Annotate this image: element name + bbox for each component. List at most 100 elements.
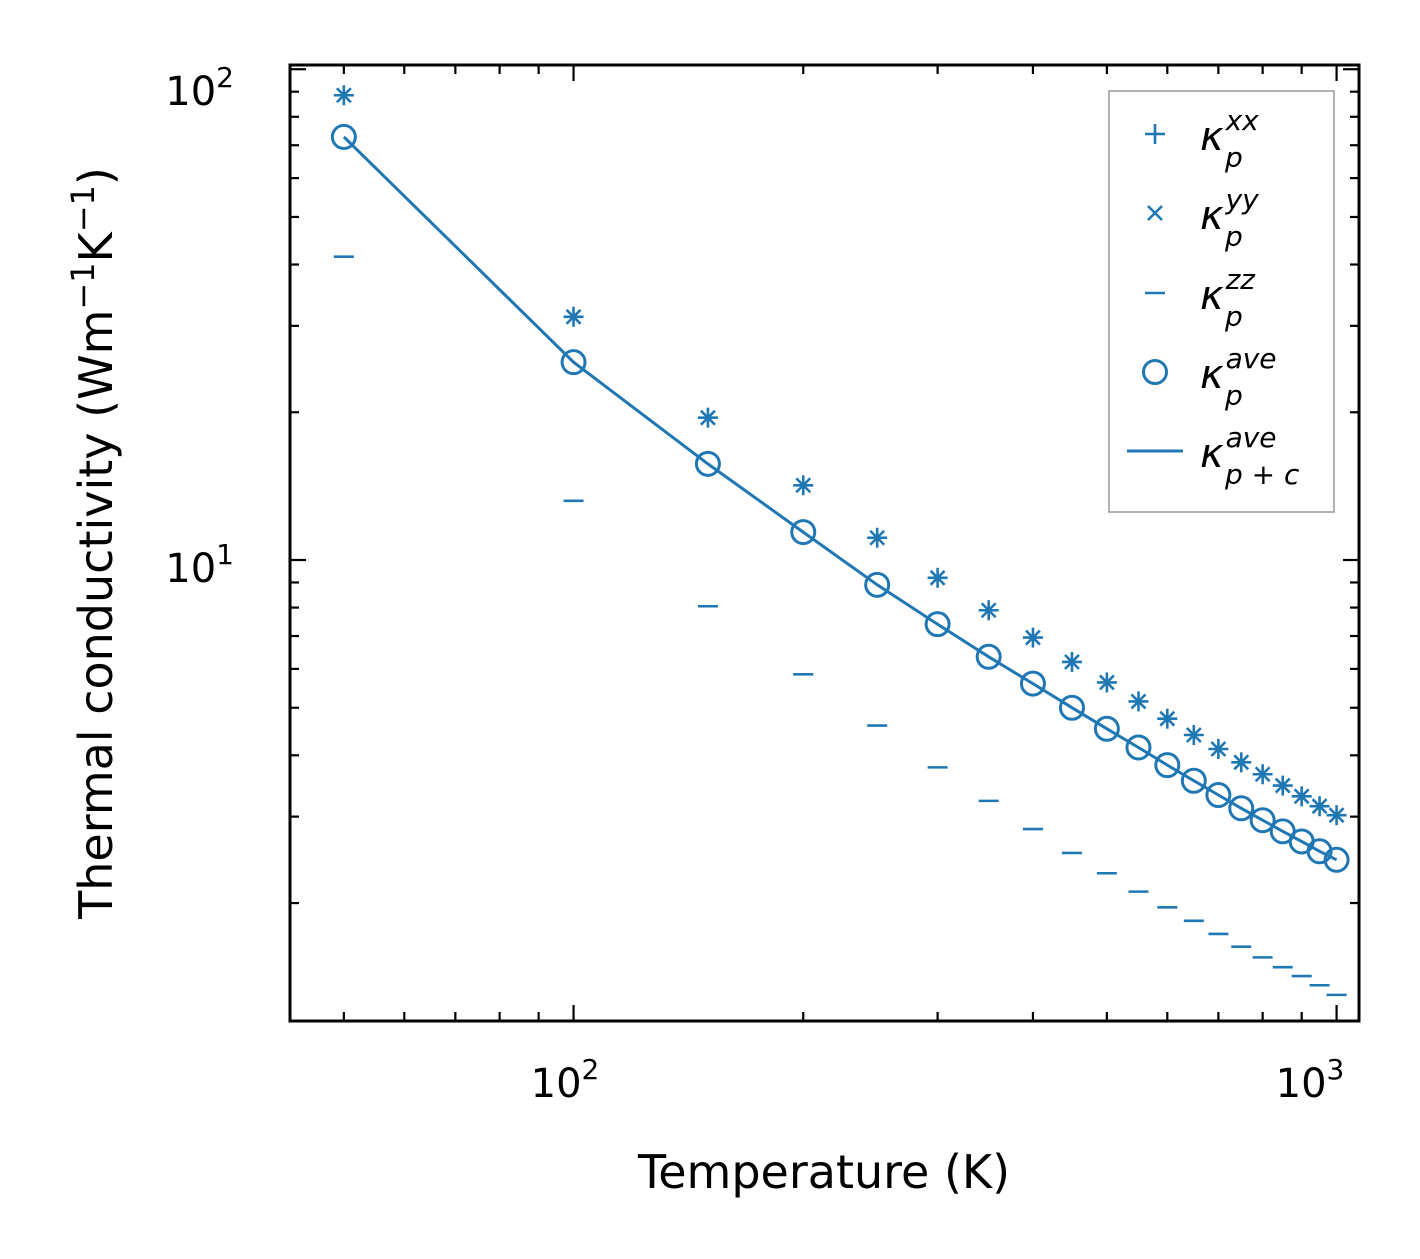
series-kappa_p_yy [335, 87, 1345, 824]
legend-sub-pc-ave: p + c [1224, 458, 1300, 491]
kappa_p_ave-point-600 [1154, 752, 1181, 779]
x-tick-1000-exp: 3 [1327, 1053, 1345, 1086]
y-title-exp2: −1 [64, 185, 102, 232]
kappa_p_yy-point-400-b [1025, 629, 1041, 646]
legend-xx-base: κ [1200, 114, 1224, 160]
y-title-end: ) [69, 167, 123, 185]
kappa_p_yy-point-500-b [1098, 674, 1115, 691]
kappa_p_yy-point-400 [1025, 629, 1041, 646]
y-tick-label-10: 101 [165, 538, 234, 592]
series-kappa_p_zz [333, 255, 1347, 997]
kappa_p_yy-point-450-b [1064, 653, 1080, 670]
kappa_p_yy-point-900-b [1293, 788, 1310, 805]
legend-marker-plus [1145, 124, 1165, 144]
legend-marker-x [1147, 205, 1163, 221]
kappa_p_yy-point-650 [1185, 727, 1202, 743]
kappa_p_yy-point-350-b [980, 602, 997, 619]
kappa_p_yy-point-100-b [565, 308, 582, 325]
kappa_p_yy-point-300-b [929, 569, 946, 586]
legend-zz-sup: zz [1225, 263, 1257, 296]
x-tick-label-100: 102 [531, 1053, 600, 1107]
plot-frame [288, 63, 1361, 1023]
legend: κxx p κyy p κzz p κave p κave p + c [1108, 90, 1335, 513]
legend-label-xx: κxx [1200, 104, 1259, 160]
legend-pc-ave-base: κ [1200, 431, 1224, 477]
kappa_p_yy-point-350 [980, 602, 997, 619]
y-axis-title: Thermal conductivity (Wm−1K−1) [64, 167, 123, 920]
kappa_p_ave-point-300 [924, 611, 951, 638]
kappa_p_yy-point-50 [335, 87, 352, 104]
legend-ave-base: κ [1200, 352, 1224, 398]
kappa_p_ave-point-150 [694, 450, 721, 477]
kappa_p_ave-point-350 [975, 643, 1002, 670]
data-layer [330, 85, 1350, 997]
kappa_p_yy-point-850-b [1274, 777, 1291, 794]
kappa_p_yy-point-600 [1159, 710, 1176, 727]
kappa_p_yy-point-1000 [1328, 807, 1345, 824]
kappa_p_yy-point-500 [1098, 674, 1115, 691]
kappa_p_ave-point-50 [330, 123, 357, 150]
kappa_p_yy-point-800-b [1254, 766, 1271, 783]
legend-sub-xx: p [1224, 141, 1243, 174]
y-tick-100-exp: 2 [216, 61, 234, 94]
kappa_p_ave-point-450 [1058, 694, 1085, 721]
kappa_p_ave-point-800 [1249, 807, 1276, 834]
kappa_p_yy-point-950-b [1311, 798, 1328, 815]
legend-yy-base: κ [1200, 193, 1224, 239]
kappa_p_yy-point-250 [869, 529, 886, 546]
kappa_p_yy-point-150-b [699, 409, 716, 426]
legend-label-zz: κzz [1200, 263, 1256, 319]
y-tick-10-exp: 1 [216, 538, 234, 571]
kappa_p_yy-point-450 [1064, 653, 1080, 670]
kappa_p_ave-point-550 [1125, 734, 1152, 761]
kappa_p_yy-point-750 [1233, 754, 1250, 771]
legend-label-yy: κyy [1200, 183, 1259, 239]
y-tick-label-100: 102 [165, 61, 234, 115]
kappa_p_yy-point-200-b [795, 477, 812, 494]
legend-marker-circle [1142, 359, 1168, 385]
kappa_p_yy-point-200 [795, 477, 812, 494]
legend-label-pc-ave: κave [1200, 421, 1277, 477]
x-tick-label-1000: 103 [1276, 1053, 1345, 1107]
x-axis-title: Temperature (K) [637, 1145, 1010, 1199]
legend-pc-ave-sup: ave [1226, 421, 1277, 454]
legend-sub-zz: p [1224, 300, 1243, 333]
kappa_p_ave-point-1000 [1323, 846, 1350, 873]
x-tick-100-exp: 2 [582, 1053, 600, 1086]
kappa_p_yy-point-100 [565, 308, 582, 325]
kappa_p_ave-point-750 [1228, 795, 1255, 822]
legend-sub-yy: p [1224, 220, 1243, 253]
kappa_p_yy-point-700-b [1210, 741, 1227, 757]
y-tick-10-base: 10 [165, 546, 216, 592]
series-kappa_p_ave [330, 123, 1350, 873]
kappa_p_yy-point-650-b [1185, 727, 1202, 743]
kappa_p_ave-point-250 [864, 571, 891, 598]
kappa_p_c_ave-line [342, 135, 1338, 862]
y-tick-100-base: 10 [165, 69, 216, 115]
legend-markers [1127, 124, 1183, 453]
kappa_p_yy-point-700 [1210, 741, 1227, 757]
kappa_p_ave-point-200 [790, 519, 817, 546]
legend-ave-sup: ave [1226, 342, 1277, 375]
kappa_p_yy-point-850 [1274, 777, 1291, 794]
x-tick-100-base: 10 [531, 1061, 582, 1107]
kappa_p_ave-point-700 [1205, 782, 1232, 809]
y-title-mid: K [69, 230, 123, 262]
kappa_p_ave-point-400 [1019, 670, 1046, 697]
kappa_p_ave-point-650 [1180, 767, 1207, 794]
kappa_p_yy-point-900 [1293, 788, 1310, 805]
x-tick-1000-base: 10 [1276, 1061, 1327, 1107]
series-kappa_p_c_ave [342, 135, 1338, 862]
legend-xx-sup: xx [1225, 104, 1260, 137]
kappa_p_ave-point-100 [560, 349, 587, 376]
kappa_p_yy-point-800 [1254, 766, 1271, 783]
kappa_p_yy-point-750-b [1233, 754, 1250, 771]
kappa_p_yy-point-250-b [869, 529, 886, 546]
kappa_p_yy-point-950 [1311, 798, 1328, 815]
legend-yy-sup: yy [1225, 183, 1260, 216]
y-title-exp1: −1 [64, 262, 102, 309]
legend-marker-x-b [1147, 205, 1163, 221]
kappa_p_yy-point-1000-b [1328, 807, 1345, 824]
legend-frame [1108, 90, 1335, 513]
